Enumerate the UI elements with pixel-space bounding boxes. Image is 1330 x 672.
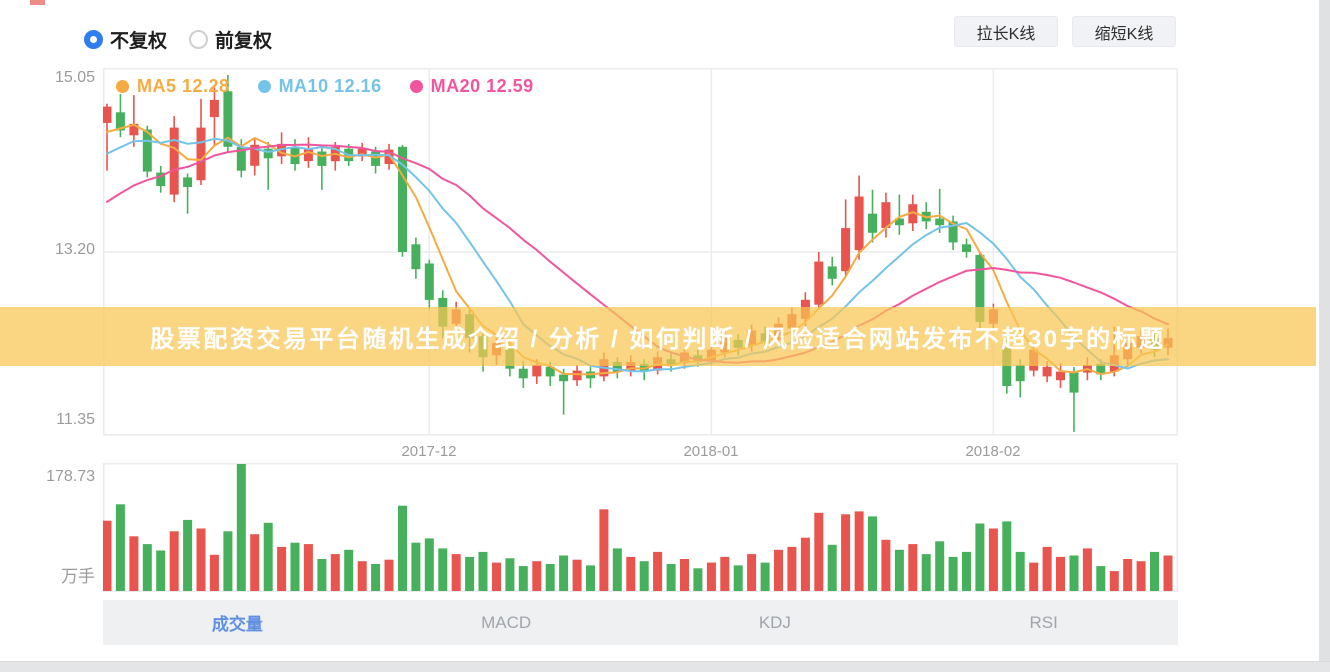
- bottom-edge-strip: [0, 661, 1330, 672]
- banner-title: 股票配资交易平台随机生成介绍 / 分析 / 如何判断 / 风险适合网站发布不超3…: [150, 326, 1166, 353]
- volume-chart[interactable]: [103, 463, 1178, 592]
- radio-no-adjust[interactable]: 不复权: [84, 26, 167, 53]
- ma20-dot-icon: [409, 80, 423, 93]
- ma5-dot-icon: [116, 80, 129, 93]
- top-left-red-fragment: [30, 0, 45, 5]
- x-axis-label-jan: 2018-01: [683, 443, 739, 460]
- price-adjust-radio-group: 不复权 前复权: [84, 26, 272, 53]
- tab-macd[interactable]: MACD: [481, 612, 532, 632]
- radio-circle-icon: [189, 30, 209, 49]
- volume-axis-max-label: 178.73: [46, 468, 95, 485]
- ma-legend: MA5 12.28 MA10 12.16 MA20 12.59: [116, 76, 534, 97]
- candlestick-chart[interactable]: [103, 68, 1178, 436]
- stretch-kline-button[interactable]: 拉长K线: [954, 16, 1058, 47]
- volume-axis-unit-label: 万手: [61, 567, 95, 586]
- tab-rsi[interactable]: RSI: [1029, 612, 1058, 632]
- indicator-tabs: 成交量 MACD KDJ RSI: [103, 600, 1178, 645]
- shrink-kline-button[interactable]: 缩短K线: [1072, 16, 1176, 47]
- x-axis-label-dec: 2017-12: [401, 443, 457, 460]
- radio-circle-icon: [84, 30, 103, 49]
- radio-forward-adjust[interactable]: 前复权: [189, 26, 272, 53]
- y-axis-label-max: 15.05: [54, 69, 95, 86]
- tab-kdj[interactable]: KDJ: [758, 612, 791, 632]
- ma10-value: MA10 12.16: [278, 76, 382, 96]
- legend-ma5[interactable]: MA5 12.28: [116, 76, 230, 97]
- tab-volume[interactable]: 成交量: [211, 615, 263, 634]
- legend-ma20[interactable]: MA20 12.59: [409, 76, 534, 97]
- radio-label: 不复权: [110, 31, 168, 52]
- x-axis-label-feb: 2018-02: [965, 443, 1021, 460]
- y-axis-label-mid: 13.20: [54, 241, 95, 258]
- legend-ma10[interactable]: MA10 12.16: [257, 76, 382, 97]
- ma10-dot-icon: [257, 80, 271, 93]
- kline-size-buttons: 拉长K线 缩短K线: [954, 16, 1176, 47]
- ma20-value: MA20 12.59: [430, 76, 534, 96]
- radio-label: 前复权: [215, 31, 273, 52]
- y-axis-label-min: 11.35: [56, 411, 95, 428]
- banner: 股票配资交易平台随机生成介绍 / 分析 / 如何判断 / 风险适合网站发布不超3…: [0, 307, 1316, 366]
- scrollbar[interactable]: [1319, 0, 1330, 672]
- ma5-value: MA5 12.28: [137, 76, 230, 96]
